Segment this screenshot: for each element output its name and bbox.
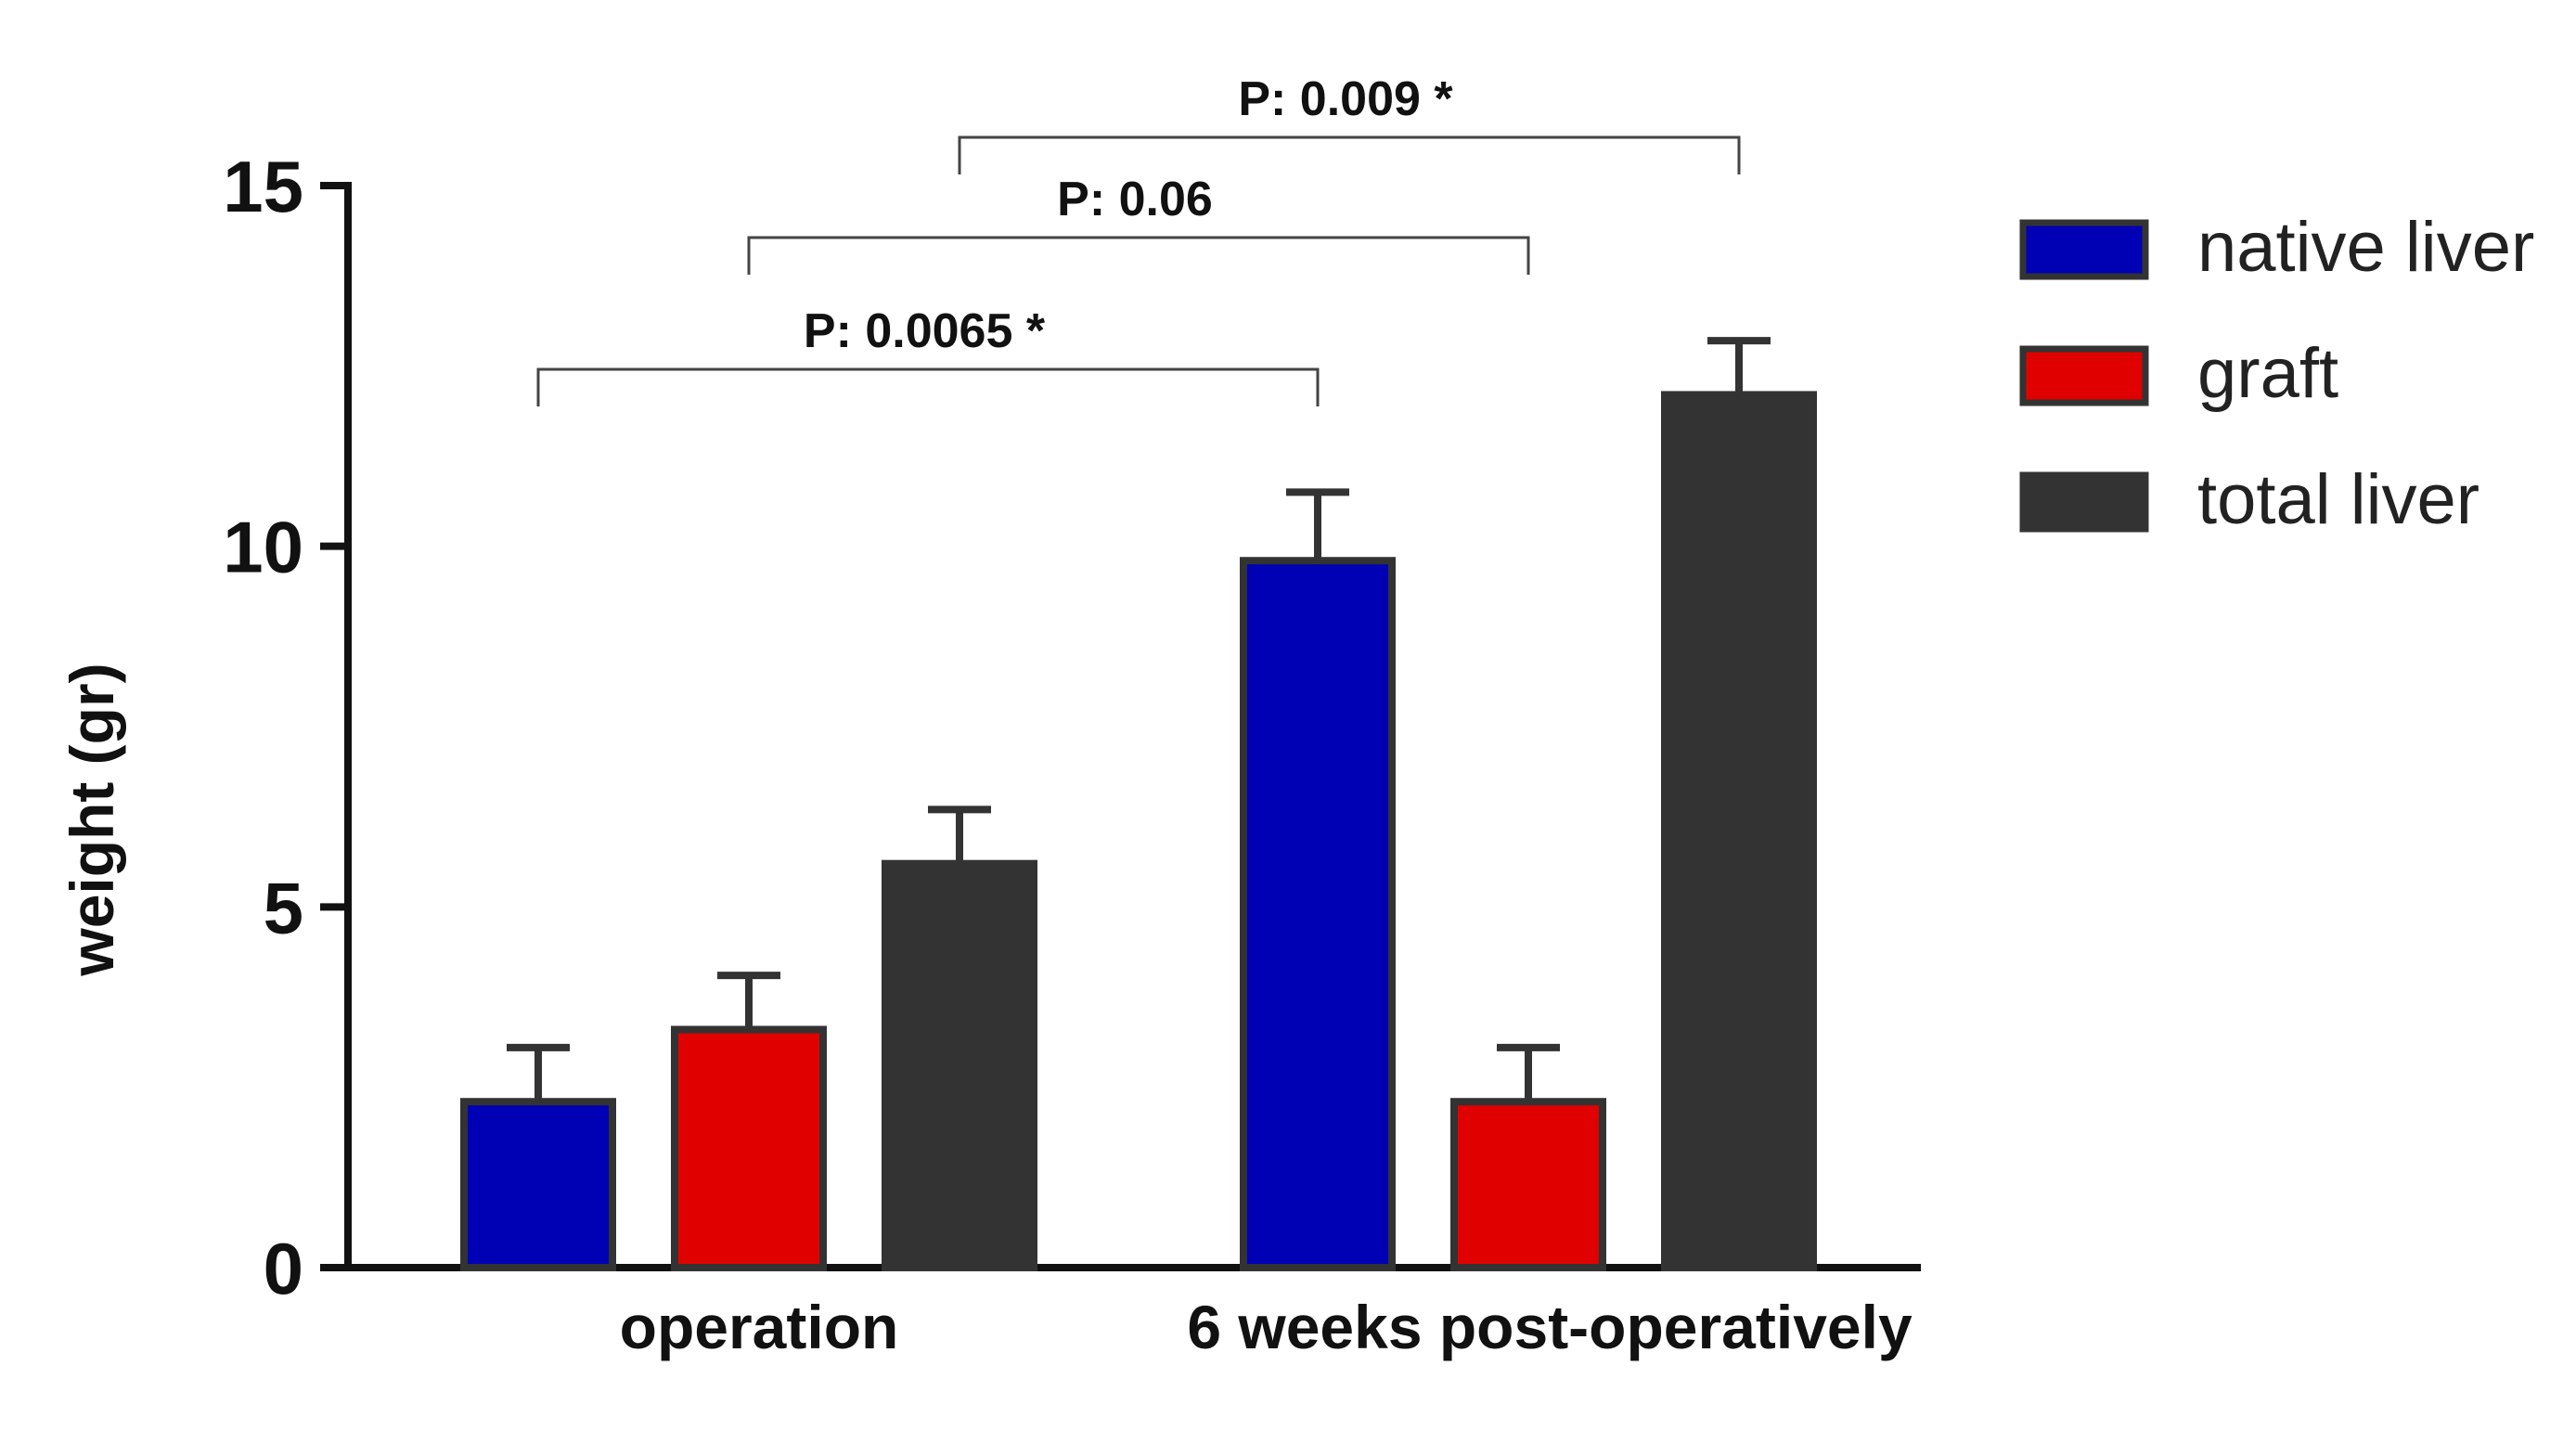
bars	[460, 337, 1817, 1272]
legend-label: native liver	[2197, 208, 2534, 287]
x-category-label: 6 weeks post-operatively	[1187, 1293, 1913, 1361]
bar	[460, 1098, 616, 1272]
significance-bracket	[958, 135, 1741, 174]
y-tick-label: 5	[264, 867, 303, 948]
significance-label: P: 0.009 *	[1238, 72, 1453, 126]
significance-brackets: P: 0.0065 * P: 0.06 P: 0.009 *	[536, 72, 1741, 406]
legend-swatch	[2019, 219, 2149, 280]
legend-swatch	[2019, 471, 2149, 533]
legend: native liver graft total liver	[2019, 208, 2534, 539]
significance-label: P: 0.0065 *	[804, 304, 1046, 358]
legend-swatch	[2019, 345, 2149, 406]
significance-bracket	[536, 367, 1320, 406]
bar	[1450, 1098, 1606, 1272]
significance-bracket	[747, 236, 1530, 275]
bar	[1240, 557, 1396, 1271]
bar	[671, 1025, 827, 1271]
y-tick-label: 15	[223, 146, 303, 227]
legend-label: graft	[2197, 334, 2338, 413]
y-tick-label: 0	[264, 1228, 303, 1309]
y-axis-label: weight (gr)	[58, 663, 126, 976]
legend-label: total liver	[2197, 460, 2479, 539]
y-tick-label: 10	[223, 507, 303, 588]
bar	[882, 859, 1037, 1272]
bar	[1661, 391, 1817, 1271]
x-category-label: operation	[620, 1293, 899, 1361]
significance-label: P: 0.06	[1057, 173, 1213, 226]
axes: 0 5 10 15 weight (gr) operation 6 weeks post-o…	[58, 146, 1921, 1361]
